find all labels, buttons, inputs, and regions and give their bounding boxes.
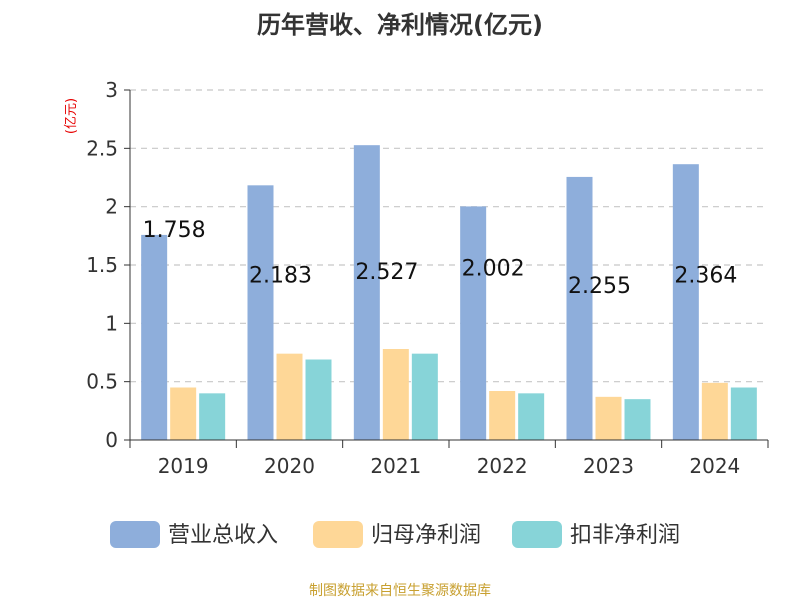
bar [247, 185, 274, 440]
y-tick-label: 0 [105, 428, 118, 452]
legend-label: 营业总收入 [168, 523, 278, 548]
chart-title: 历年营收、净利情况(亿元) [257, 11, 543, 39]
x-tick-label: 2019 [158, 454, 209, 478]
x-tick-label: 2022 [477, 454, 528, 478]
bar [595, 396, 622, 440]
bar [518, 393, 545, 440]
bar [382, 349, 409, 440]
y-axis-unit-label: (亿元) [64, 98, 79, 134]
bar [411, 353, 438, 440]
data-label: 2.364 [674, 264, 737, 289]
y-tick-label: 1 [105, 311, 118, 335]
bar [460, 206, 487, 440]
bar [141, 234, 168, 440]
data-label: 1.758 [143, 218, 206, 243]
legend-label: 归母净利润 [371, 523, 481, 548]
bar [170, 387, 197, 440]
source-note: 制图数据来自恒生聚源数据库 [309, 583, 491, 599]
bars-group [141, 145, 757, 440]
bar [730, 387, 757, 440]
x-tick-label: 2023 [583, 454, 634, 478]
x-axis: 2019 2020 2021 2022 2023 2024 [129, 439, 769, 478]
y-tick-label: 1.5 [86, 253, 118, 277]
y-tick-label: 2.5 [86, 136, 118, 160]
y-tick-label: 0.5 [86, 370, 118, 394]
bar [566, 176, 593, 440]
grid-lines [130, 89, 768, 383]
legend-label: 扣非净利润 [570, 523, 680, 548]
x-tick-label: 2024 [689, 454, 740, 478]
legend-swatch [313, 521, 363, 548]
data-label: 2.255 [568, 274, 631, 299]
y-tick-label: 3 [105, 78, 118, 102]
bar [701, 382, 728, 440]
bar [353, 145, 380, 440]
bar [624, 399, 651, 440]
y-tick-label: 2 [105, 195, 118, 219]
x-tick-label: 2020 [264, 454, 315, 478]
bar [672, 164, 699, 440]
data-label: 2.527 [355, 260, 418, 285]
x-tick-label: 2021 [370, 454, 421, 478]
data-label: 2.183 [249, 264, 312, 289]
legend: 营业总收入 归母净利润 扣非净利润 [110, 521, 680, 548]
y-axis: 0 0.5 1 1.5 2 2.5 3 [86, 78, 131, 452]
legend-swatch [512, 521, 562, 548]
data-label: 2.002 [462, 257, 525, 282]
bar [489, 391, 516, 440]
data-labels-group: 1.758 2.183 2.527 2.002 2.255 2.364 [143, 218, 738, 299]
legend-swatch [110, 521, 160, 548]
bar [276, 353, 303, 440]
bar [199, 393, 226, 440]
bar [305, 359, 332, 440]
